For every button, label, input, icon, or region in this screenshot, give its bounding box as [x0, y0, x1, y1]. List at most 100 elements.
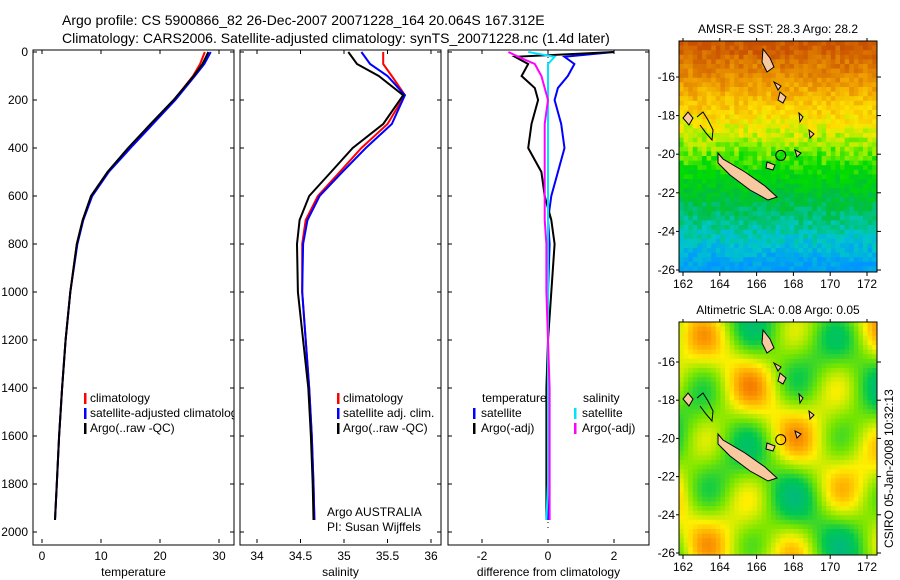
map-cell	[835, 192, 841, 198]
map-cell	[835, 432, 841, 438]
map-cell	[821, 368, 827, 374]
map-cell	[711, 533, 717, 539]
map-cell	[697, 515, 703, 521]
map-cell	[688, 105, 694, 111]
map-cell	[844, 243, 850, 249]
map-cell	[679, 169, 685, 175]
map-cell	[821, 496, 827, 502]
map-cell	[844, 96, 850, 102]
map-cell	[738, 340, 744, 346]
map-cell	[826, 165, 832, 171]
map-cell	[748, 243, 754, 249]
map-cell	[725, 45, 731, 51]
island	[717, 151, 778, 201]
map-cell	[789, 326, 795, 332]
map-cell	[757, 404, 763, 410]
map-cell	[803, 96, 809, 102]
map-cell	[807, 418, 813, 424]
map-cell	[830, 174, 836, 180]
map-cell	[821, 54, 827, 60]
map-cell	[849, 437, 855, 443]
map-cell	[720, 432, 726, 438]
map-cell	[697, 188, 703, 194]
map-cell	[844, 220, 850, 226]
map-cell	[683, 165, 689, 171]
map-cell	[817, 252, 823, 258]
x-tick-label: 172	[857, 277, 877, 291]
map-cell	[720, 261, 726, 267]
map-cell	[715, 547, 721, 553]
map-cell	[807, 142, 813, 148]
map-cell	[775, 248, 781, 254]
map-cell	[734, 105, 740, 111]
map-cell	[697, 542, 703, 548]
map-cell	[853, 192, 859, 198]
map-cell	[863, 82, 869, 88]
map-cell	[715, 202, 721, 208]
map-cell	[858, 179, 864, 185]
x-tick-label: 36	[424, 549, 438, 563]
series-group: temperature salinitysatelliteArgo(-adj)sa…	[473, 51, 635, 521]
map-cell	[867, 119, 873, 125]
map-cell	[812, 358, 818, 364]
map-cell	[803, 469, 809, 475]
map-cell	[743, 501, 749, 507]
map-cell	[863, 174, 869, 180]
map-cell	[853, 257, 859, 263]
map-cell	[738, 96, 744, 102]
map-cell	[835, 464, 841, 470]
map-cell	[720, 238, 726, 244]
map-cell	[729, 257, 735, 263]
map-cell	[711, 91, 717, 97]
map-cell	[715, 409, 721, 415]
map-cell	[697, 533, 703, 539]
map-cell	[794, 446, 800, 452]
map-cell	[812, 156, 818, 162]
map-cell	[794, 87, 800, 93]
map-cell	[771, 423, 777, 429]
map-cell	[798, 455, 804, 461]
map-cell	[858, 119, 864, 125]
map-cell	[789, 386, 795, 392]
map-cell	[683, 322, 689, 328]
map-cell	[771, 266, 777, 272]
map-cell	[821, 41, 827, 47]
map-cell	[840, 91, 846, 97]
map-cell	[725, 473, 731, 479]
map-cell	[679, 552, 685, 555]
map-cell	[803, 68, 809, 74]
map-cell	[702, 335, 708, 341]
map-cell	[734, 519, 740, 525]
map-cell	[835, 146, 841, 152]
map-cell	[807, 524, 813, 530]
map-cell	[863, 335, 869, 341]
map-cell	[807, 238, 813, 244]
map-cell	[683, 418, 689, 424]
map-cell	[748, 441, 754, 447]
map-cell	[748, 165, 754, 171]
map-cell	[734, 183, 740, 189]
map-cell	[715, 105, 721, 111]
map-cell	[872, 404, 877, 410]
map-cell	[876, 156, 877, 162]
map-cell	[876, 96, 877, 102]
map-cell	[761, 206, 767, 212]
map-cell	[734, 349, 740, 355]
map-cell	[757, 335, 763, 341]
map-cell	[784, 248, 790, 254]
map-cell	[748, 542, 754, 548]
map-cell	[738, 542, 744, 548]
map-cell	[803, 345, 809, 351]
map-cell	[761, 96, 767, 102]
legend-label: climatology	[343, 391, 403, 405]
map-cell	[817, 368, 823, 374]
map-cell	[858, 50, 864, 56]
map-cell	[863, 137, 869, 143]
map-cell	[725, 542, 731, 548]
map-cell	[863, 414, 869, 420]
map-cell	[780, 460, 786, 466]
map-cell	[858, 322, 864, 328]
map-cell	[697, 257, 703, 263]
map-cell	[706, 492, 712, 498]
map-cell	[688, 123, 694, 129]
